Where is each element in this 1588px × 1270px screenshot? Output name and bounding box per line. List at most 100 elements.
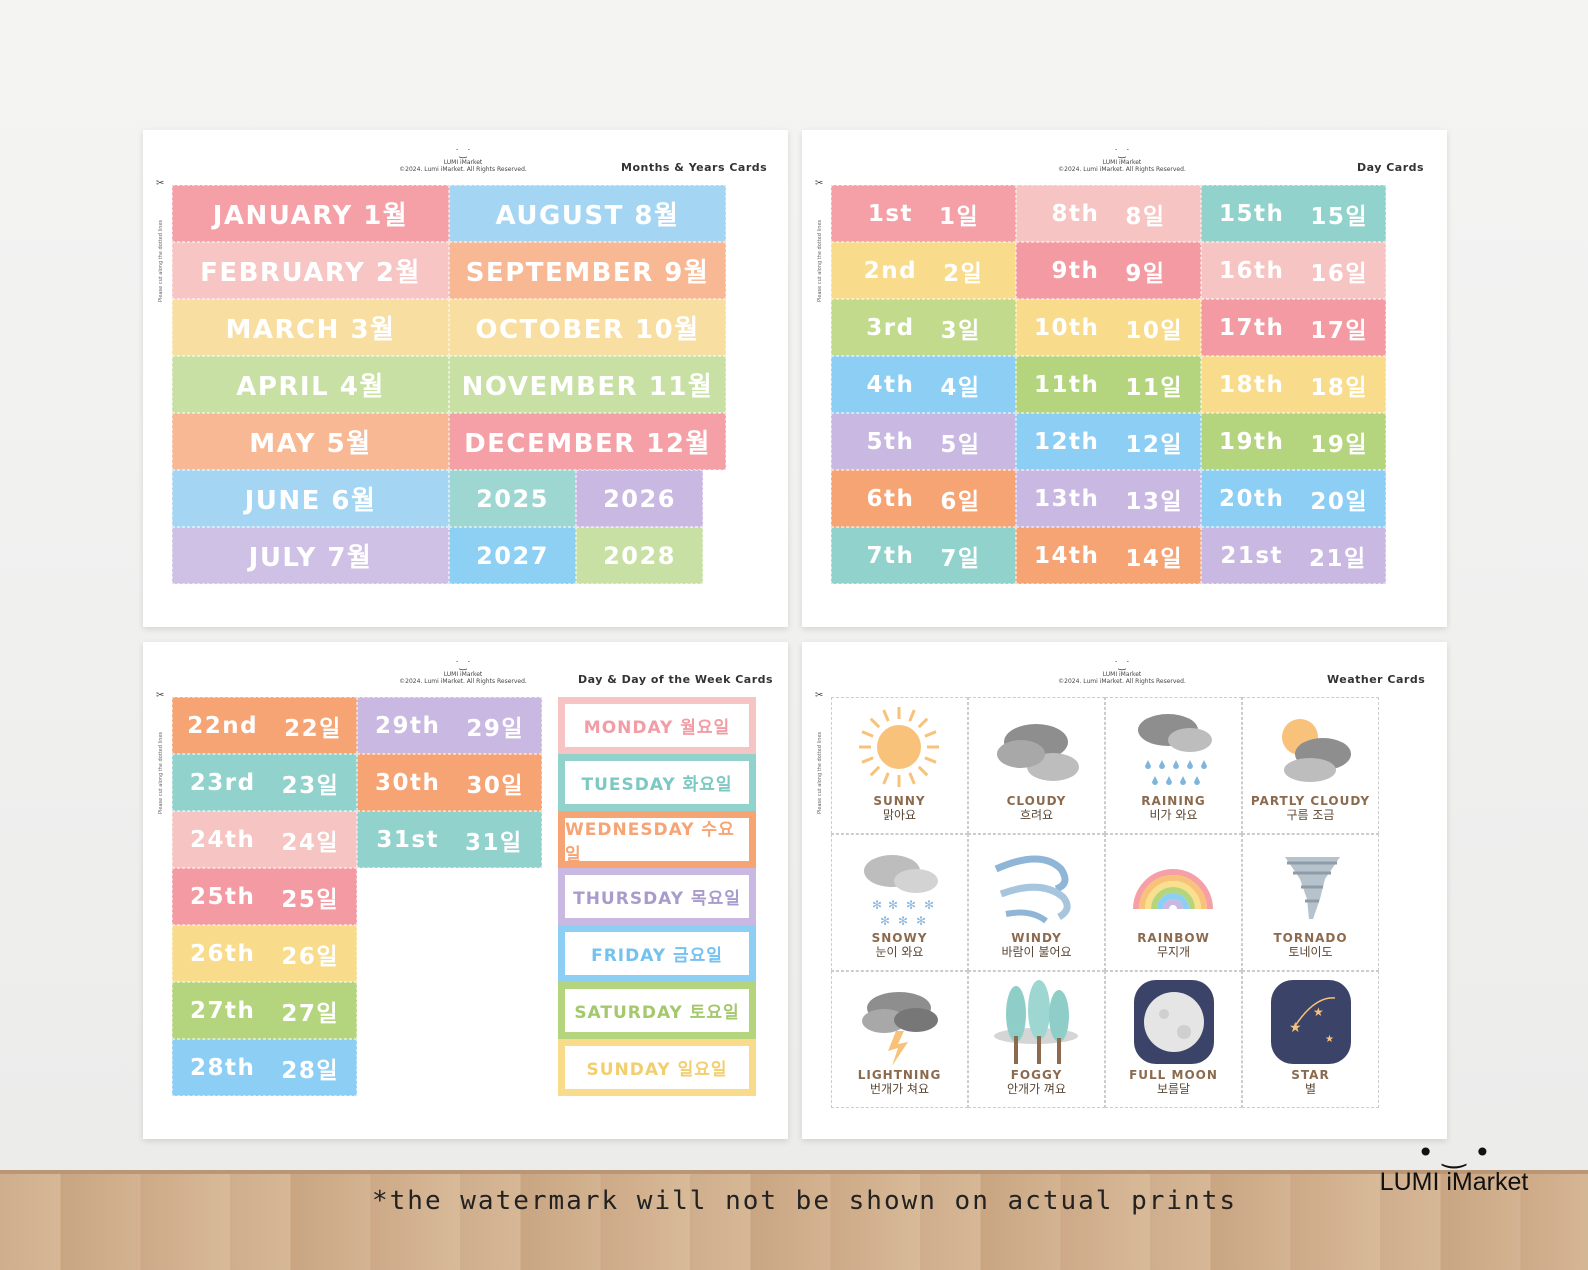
- rainbow-icon: [1106, 839, 1241, 931]
- day-card: 4th 4일: [831, 356, 1016, 413]
- weather-korean: 맑아요: [882, 808, 917, 822]
- day-card: 7th 7일: [831, 527, 1016, 584]
- smile-icon: ˙‿˙: [1113, 661, 1131, 671]
- weather-english: FOGGY: [1010, 1068, 1063, 1082]
- weather-card: ★ ★ ★ STAR 별: [1242, 971, 1379, 1108]
- sheet-logo: ˙‿˙ LUMI iMarket ©2024. Lumi iMarket. Al…: [398, 149, 528, 174]
- day-ordinal: 14th: [1033, 542, 1100, 569]
- sheet-logo: ˙‿˙ LUMI iMarket ©2024. Lumi iMarket. Al…: [1057, 661, 1187, 686]
- day-korean: 30일: [466, 772, 525, 799]
- day-ordinal: 26th: [189, 940, 256, 967]
- day-card: 29th 29일: [357, 697, 542, 754]
- smile-icon: • ‿ •: [1417, 1136, 1491, 1169]
- svg-text:✻: ✻: [906, 898, 916, 912]
- sheet-logo-text: LUMI iMarket: [443, 159, 483, 166]
- sheet-title: Weather Cards: [1327, 673, 1426, 686]
- sheet-logo: ˙‿˙ LUMI iMarket ©2024. Lumi iMarket. Al…: [1057, 150, 1187, 174]
- weather-card: CLOUDY 흐려요: [968, 697, 1105, 834]
- svg-text:✻: ✻: [880, 914, 890, 928]
- weekday-card: TUESDAY 화요일: [558, 754, 756, 811]
- lightning-icon: [832, 976, 967, 1068]
- day-korean: 6일: [940, 488, 981, 515]
- weather-card: FULL MOON 보름달: [1105, 971, 1242, 1108]
- day-ordinal: 21st: [1220, 542, 1284, 569]
- day-ordinal: 23rd: [189, 769, 256, 796]
- day-korean: 18일: [1310, 374, 1369, 401]
- cut-note: Please cut along the dotted lines: [817, 219, 823, 302]
- year-card: 2026: [576, 470, 703, 527]
- year-card: 2028: [576, 527, 703, 584]
- month-card: FEBRUARY 2월: [172, 242, 449, 299]
- cloud-icon: [969, 702, 1104, 794]
- day-korean: 9일: [1125, 260, 1166, 287]
- day-card: 28th 28일: [172, 1039, 357, 1096]
- brand-logo: • ‿ • LUMI iMarket: [1364, 1138, 1544, 1197]
- star-icon: ★ ★ ★: [1243, 976, 1378, 1068]
- day-korean: 17일: [1310, 317, 1369, 344]
- day-card: 23rd 23일: [172, 754, 357, 811]
- day-card: 22nd 22일: [172, 697, 357, 754]
- day-ordinal: 25th: [189, 883, 256, 910]
- weather-korean: 번개가 쳐요: [869, 1082, 929, 1096]
- day-card: 9th 9일: [1016, 242, 1201, 299]
- day-ordinal: 15th: [1218, 200, 1285, 227]
- day-ordinal: 2nd: [863, 257, 918, 284]
- weather-card: SUNNY 맑아요: [831, 697, 968, 834]
- sheet-copyright: ©2024. Lumi iMarket. All Rights Reserved…: [399, 678, 527, 685]
- day-ordinal: 18th: [1218, 371, 1285, 398]
- sheet-copyright: ©2024. Lumi iMarket. All Rights Reserved…: [1058, 166, 1186, 173]
- month-card: AUGUST 8월: [449, 185, 726, 242]
- day-ordinal: 16th: [1218, 257, 1285, 284]
- sheet-title: Months & Years Cards: [621, 161, 768, 174]
- weekday-label: SUNDAY 일요일: [565, 1046, 749, 1089]
- cut-note: Please cut along the dotted lines: [817, 731, 823, 814]
- weather-english: LIGHTNING: [857, 1068, 942, 1082]
- weekday-label: TUESDAY 화요일: [565, 761, 749, 804]
- day-korean: 2일: [943, 260, 984, 287]
- day-ordinal: 1st: [867, 200, 914, 227]
- day-card: 27th 27일: [172, 982, 357, 1039]
- weather-korean: 비가 와요: [1149, 808, 1198, 822]
- month-card: MARCH 3월: [172, 299, 449, 356]
- day-korean: 22일: [284, 715, 342, 742]
- day-card: 1st 1일: [831, 185, 1016, 242]
- day-korean: 3일: [940, 317, 981, 344]
- weekday-card: FRIDAY 금요일: [558, 925, 756, 982]
- day-ordinal: 10th: [1033, 314, 1100, 341]
- sheet-copyright: ©2024. Lumi iMarket. All Rights Reserved…: [1058, 678, 1186, 685]
- day-korean: 31일: [465, 829, 523, 856]
- sheet-logo-text: LUMI iMarket: [443, 671, 483, 678]
- smile-icon: ˙‿˙: [454, 149, 472, 159]
- day-card: 20th 20일: [1201, 470, 1386, 527]
- day-ordinal: 13th: [1033, 485, 1100, 512]
- weekday-card: SUNDAY 일요일: [558, 1039, 756, 1096]
- day-card: 30th 30일: [357, 754, 542, 811]
- day-card: 12th 12일: [1016, 413, 1201, 470]
- partly-cloudy-icon: [1243, 702, 1378, 794]
- weather-card: TORNADO 토네이도: [1242, 834, 1379, 971]
- day-ordinal: 8th: [1051, 200, 1100, 227]
- svg-text:✻: ✻: [872, 898, 882, 912]
- day-ordinal: 19th: [1218, 428, 1285, 455]
- day-card: 25th 25일: [172, 868, 357, 925]
- weather-english: RAINBOW: [1137, 931, 1210, 945]
- svg-text:✻: ✻: [888, 898, 898, 912]
- month-card: SEPTEMBER 9월: [449, 242, 726, 299]
- day-card: 3rd 3일: [831, 299, 1016, 356]
- weather-korean: 흐려요: [1019, 808, 1054, 822]
- day-ordinal: 20th: [1218, 485, 1285, 512]
- day-card: 10th 10일: [1016, 299, 1201, 356]
- weather-english: RAINING: [1141, 794, 1206, 808]
- sheet-day-week-cards: ˙‿˙ LUMI iMarket ©2024. Lumi iMarket. Al…: [143, 642, 788, 1139]
- day-korean: 20일: [1310, 488, 1369, 515]
- svg-text:✻: ✻: [898, 914, 908, 928]
- weekday-label: WEDNESDAY 수요일: [565, 818, 749, 865]
- day-ordinal: 12th: [1033, 428, 1100, 455]
- weather-english: SUNNY: [873, 794, 926, 808]
- day-card: 6th 6일: [831, 470, 1016, 527]
- wind-icon: [969, 839, 1104, 931]
- day-korean: 15일: [1310, 203, 1369, 230]
- day-card: 21st 21일: [1201, 527, 1386, 584]
- day-card: 31st 31일: [357, 811, 542, 868]
- weekday-card: WEDNESDAY 수요일: [558, 811, 756, 868]
